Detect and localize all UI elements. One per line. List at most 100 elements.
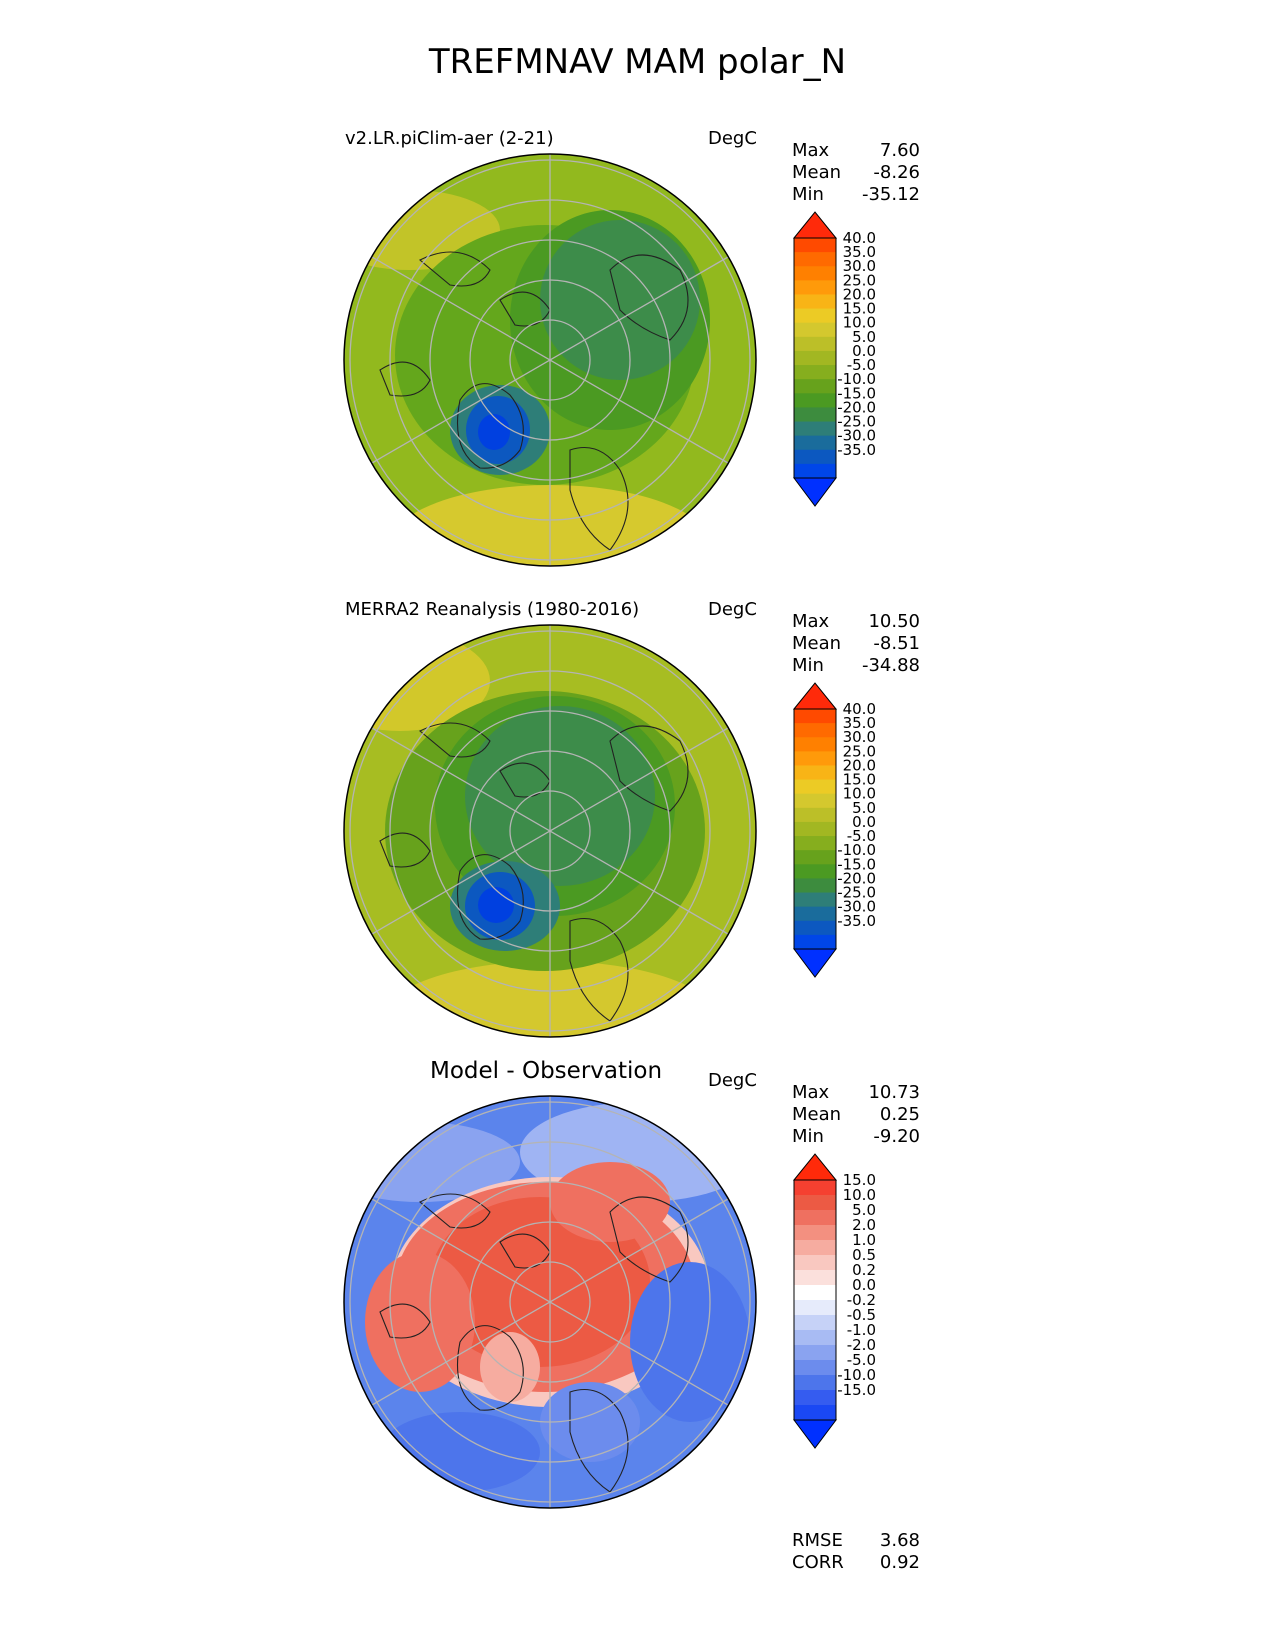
stat-mean-value: 0.25 [879,1104,920,1125]
colorbar-tick-label: -10.0 [837,841,876,859]
colorbar-segment [794,723,836,738]
colorbar-segment [794,878,836,894]
colorbar-tick-label: 15.0 [843,300,876,318]
colorbar-segment [794,1345,836,1361]
rmse-value: 3.68 [879,1530,920,1551]
colorbar-tick-label: 35.0 [843,714,876,732]
polar-map [343,153,757,567]
stat-min-label: Min [792,184,824,205]
stat-max-value: 10.50 [868,611,920,632]
stat-mean-value: -8.51 [873,633,920,654]
colorbar-segment [794,934,836,950]
colorbar-segment [794,850,836,865]
colorbar-segment [794,463,836,479]
panel-observation: MERRA2 Reanalysis (1980-2016) DegC Max 10… [0,599,1275,1079]
colorbar-segment [794,751,836,766]
colorbar-segment [794,308,836,324]
panel-model: v2.LR.piClim-aer (2-21) DegC Max 7.60 Mea… [0,128,1275,608]
cold-siberia [465,706,655,886]
stat-max-label: Max [792,1082,830,1103]
colorbar-segment [794,435,836,451]
colorbar-segment [794,393,836,408]
polar-map [343,1095,757,1509]
colorbar-tick-label: -35.0 [837,441,876,459]
colorbar-tick-label: 10.0 [843,314,876,332]
figure-title: TREFMNAV MAM polar_N [428,42,847,82]
colorbar-tick-label: 15.0 [843,771,876,789]
stat-max-label: Max [792,611,830,632]
colorbar-segment [794,821,836,837]
colorbar-tick-label: 35.0 [843,243,876,261]
stats-block: Max 10.73 Mean 0.25 Min -9.20 [792,1082,920,1148]
panel-difference: Model - Observation DegC Max 10.73 Mean 0.… [0,1058,1275,1573]
colorbar-tick-label: 5.0 [852,1201,876,1219]
coastlines [379,1193,689,1493]
colorbar-tick-label: 10.0 [843,1186,876,1204]
colorbar-segment [794,709,836,724]
colorbar-extend-bottom [793,948,837,978]
colorbar-segment [794,1210,836,1226]
colorbar-segment [794,1405,836,1421]
stat-mean-label: Mean [792,162,842,183]
colorbar-extend-top [792,211,838,239]
coastlines [379,722,689,1022]
colorbar-frame [793,708,837,950]
cool-ocean-rim [540,1382,640,1462]
colorbar-tick-label: 30.0 [843,257,876,275]
panel-title: v2.LR.piClim-aer (2-21) [345,128,554,149]
colorbar-tick-label: 15.0 [843,1171,876,1189]
stat-mean-label: Mean [792,1104,842,1125]
colorbar-segment [794,252,836,267]
colorbar-segment [794,1195,836,1211]
colorbar-extend-top [792,1153,838,1181]
colorbar-segment [794,1300,836,1316]
stat-max-label: Max [792,140,830,161]
colorbar-segment [794,1375,836,1391]
colorbar-segment [794,1240,836,1256]
colorbar-segment [794,421,836,437]
colorbar-extend-top [792,682,838,710]
map-boundary [343,624,757,1038]
colorbar-extend-bottom [793,477,837,507]
stat-min-value: -34.88 [861,655,920,676]
map-boundary [343,153,757,567]
colorbar-segment [794,322,836,338]
colorbar: 15.010.05.02.01.00.50.20.0-0.2-0.5-1.0-2… [792,1153,876,1449]
stats-block: Max 10.50 Mean -8.51 Min -34.88 [792,611,920,677]
stat-max-value: 10.73 [868,1082,920,1103]
colorbar-segment [794,1360,836,1376]
colorbar-segment [794,407,836,423]
colorbar-segment [794,737,836,752]
colorbar-tick-label: 0.0 [852,813,876,831]
colorbar-segment [794,365,836,380]
colorbar-tick-label: -25.0 [837,413,876,431]
colorbar-tick-label: -15.0 [837,384,876,402]
colorbar-segment [794,1315,836,1331]
colorbar-tick-label: -10.0 [837,370,876,388]
colorbar-frame [793,237,837,479]
colorbar-segment [794,350,836,366]
colorbar-tick-label: 0.0 [852,1276,876,1294]
colorbar-segment [794,1390,836,1406]
metrics-block: RMSE 3.68 CORR 0.92 [792,1530,920,1574]
stat-mean-value: -8.26 [873,162,920,183]
colorbar-tick-label: 30.0 [843,728,876,746]
colorbar-segment [794,836,836,851]
rmse-label: RMSE [792,1530,843,1551]
colorbar-segment [794,779,836,795]
colorbar-tick-label: -35.0 [837,912,876,930]
colorbar-segment [794,1255,836,1271]
colorbar-segment [794,280,836,295]
colorbar-tick-label: -5.0 [847,356,876,374]
colorbar-tick-label: 5.0 [852,799,876,817]
colorbar: 40.035.030.025.020.015.010.05.00.0-5.0-1… [792,211,876,507]
colorbar-tick-label: 5.0 [852,328,876,346]
colorbar-segment [794,1285,836,1301]
colorbar-tick-label: -2.0 [847,1336,876,1354]
colorbar-segment [794,238,836,253]
colorbar-tick-label: -5.0 [847,827,876,845]
colorbar-tick-label: 1.0 [852,1231,876,1249]
colorbar-tick-label: 2.0 [852,1216,876,1234]
stat-mean-label: Mean [792,633,842,654]
cold-siberia [540,220,700,380]
